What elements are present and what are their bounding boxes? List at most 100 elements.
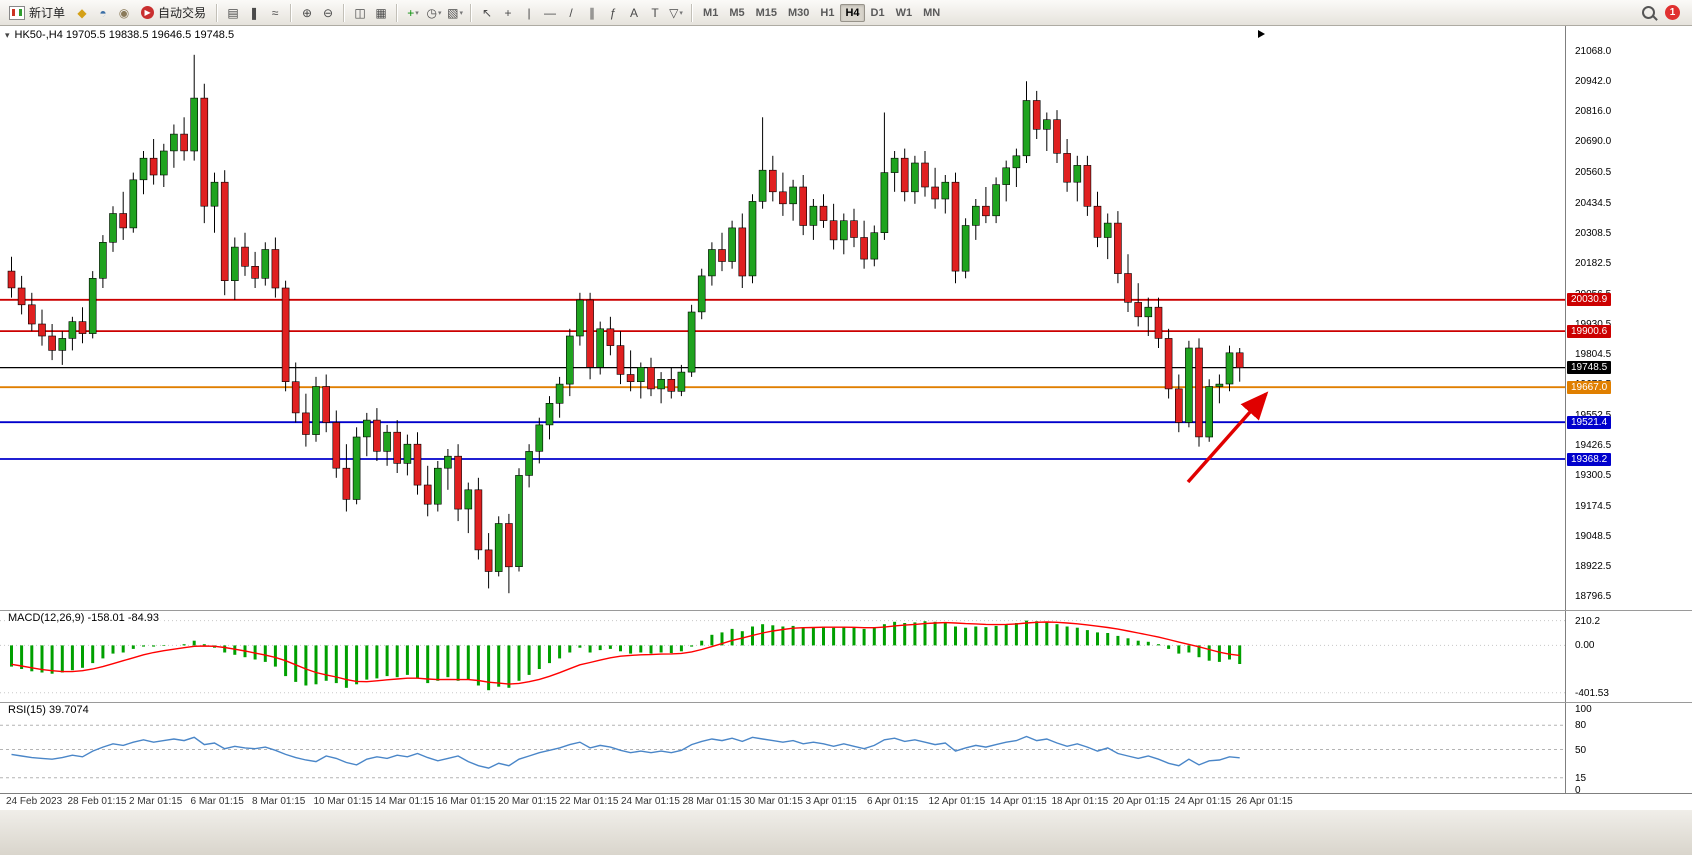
- timeframe-m15[interactable]: M15: [755, 6, 777, 19]
- auto-trading-label: 自动交易: [158, 6, 207, 20]
- crosshair-icon[interactable]: +: [504, 5, 512, 20]
- search-icon[interactable]: [1638, 3, 1658, 23]
- rsi-indicator-chart[interactable]: [0, 702, 1565, 793]
- macd-indicator-chart[interactable]: [0, 610, 1565, 702]
- hline-price-tag: 19368.2: [1567, 452, 1612, 466]
- panel-separator[interactable]: [0, 702, 1692, 703]
- price-axis-label: 20182.5: [1575, 258, 1612, 270]
- macd-axis-label: -401.53: [1575, 687, 1609, 699]
- dropdown-caret-icon: ▾: [459, 9, 463, 17]
- insert-group: + ▾ ◷ ▾ ▧ ▾: [403, 3, 465, 23]
- date-label: 22 Mar 01:15: [559, 796, 619, 807]
- date-label: 6 Apr 01:15: [867, 796, 919, 807]
- date-label: 16 Mar 01:15: [436, 796, 496, 807]
- date-label: 6 Mar 01:15: [190, 796, 244, 807]
- toolbar-separator: [396, 3, 399, 22]
- arrows-icon[interactable]: ▽ ▾: [669, 5, 683, 20]
- date-label: 30 Mar 01:15: [744, 796, 803, 807]
- window-group: ◫ ▦: [350, 3, 391, 23]
- macd-axis-label: 0.00: [1575, 640, 1595, 652]
- new-order-button[interactable]: 新订单: [4, 2, 70, 23]
- drawing-tools-group: ↖ + | — / ∥ ƒ A T ▽ ▾: [477, 3, 686, 23]
- chart-title: ▾ HK50-,H4 19705.5 19838.5 19646.5 19748…: [5, 29, 234, 41]
- timeframe-m1[interactable]: M1: [703, 6, 719, 19]
- fibonacci-icon[interactable]: ƒ: [609, 5, 617, 20]
- time-axis: 24 Feb 2023 28 Feb 01:15 2 Mar 01:15 6 Mar …: [0, 793, 1692, 810]
- tile-windows-icon[interactable]: ◫: [354, 5, 366, 20]
- timeframe-mn[interactable]: MN: [923, 6, 941, 19]
- toolbar-separator: [470, 3, 473, 22]
- zoom-in-icon[interactable]: ⊕: [302, 5, 313, 20]
- indicators-icon[interactable]: + ▾: [407, 5, 419, 20]
- line-chart-icon[interactable]: ≈: [271, 5, 279, 20]
- date-label: 8 Mar 01:15: [252, 796, 306, 807]
- hline-price-tag: 19667.0: [1567, 380, 1612, 394]
- horizontal-line-icon[interactable]: —: [544, 5, 557, 20]
- current-price-tag: 19748.5: [1567, 361, 1612, 375]
- new-order-label: 新订单: [29, 6, 66, 20]
- timeframe-m30[interactable]: M30: [788, 6, 810, 19]
- hline-price-tag: 19521.4: [1567, 415, 1612, 429]
- timeframe-m5[interactable]: M5: [729, 6, 745, 19]
- date-label: 12 Apr 01:15: [928, 796, 986, 807]
- macd-label: MACD(12,26,9) -158.01 -84.93: [6, 612, 162, 624]
- auto-trading-button[interactable]: ▶ 自动交易: [136, 2, 211, 23]
- dropdown-caret-icon: ▾: [438, 9, 442, 17]
- price-axis-label: 20690.0: [1575, 136, 1612, 148]
- community-icon[interactable]: ◉: [118, 5, 130, 20]
- date-label: 24 Feb 2023: [6, 796, 63, 807]
- rsi-label: RSI(15) 39.7074: [6, 704, 91, 716]
- bar-chart-icon[interactable]: ▤: [227, 5, 239, 20]
- toolbar-separator: [691, 3, 694, 22]
- one-click-trading-collapse-icon[interactable]: ▾: [5, 29, 10, 40]
- hedge-icon[interactable]: ◆: [77, 5, 87, 20]
- price-axis: 21068.0 20942.0 20816.0 20690.0 20560.5 20434…: [1565, 26, 1692, 796]
- period-icon[interactable]: ◷ ▾: [426, 5, 442, 20]
- arrange-windows-icon[interactable]: ▦: [375, 5, 387, 20]
- candlestick-chart-icon[interactable]: ❚: [249, 5, 260, 20]
- dropdown-caret-icon: ▾: [415, 9, 419, 17]
- price-axis-label: 21068.0: [1575, 45, 1612, 57]
- templates-icon[interactable]: ▧ ▾: [447, 5, 463, 20]
- hline-price-tag: 20030.9: [1567, 293, 1612, 307]
- toolbar-separator: [343, 3, 346, 22]
- price-axis-label: 20308.5: [1575, 228, 1612, 240]
- window-bottom-strip: [0, 809, 1692, 855]
- date-label: 18 Apr 01:15: [1051, 796, 1109, 807]
- price-axis-label: 19174.5: [1575, 500, 1612, 512]
- cursor-icon[interactable]: ↖: [482, 5, 493, 20]
- chart-window[interactable]: ▾ HK50-,H4 19705.5 19838.5 19646.5 19748…: [0, 26, 1692, 855]
- rsi-axis-label: 0: [1575, 785, 1581, 796]
- panel-separator[interactable]: [0, 610, 1692, 611]
- quick-icons-group: ◆ ◓ ◉: [72, 3, 134, 23]
- timeframe-d1[interactable]: D1: [870, 6, 885, 19]
- chart-type-group: ▤ ❚ ≈: [223, 3, 285, 23]
- rsi-axis-label: 100: [1575, 704, 1592, 715]
- zoom-out-icon[interactable]: ⊖: [323, 5, 334, 20]
- timeframes-group: M1 M5 M15 M30 H1 H4 D1 W1 MN: [698, 3, 945, 22]
- date-label: 26 Apr 01:15: [1236, 796, 1293, 807]
- text-icon[interactable]: A: [630, 5, 639, 20]
- date-label: 20 Mar 01:15: [498, 796, 557, 807]
- timeframe-h4[interactable]: H4: [840, 3, 865, 22]
- profile-icon[interactable]: ◓: [99, 5, 107, 20]
- rsi-axis-label: 50: [1575, 744, 1587, 756]
- vertical-line-icon[interactable]: |: [527, 5, 531, 20]
- timeframe-h1[interactable]: H1: [820, 6, 835, 19]
- autoscroll-marker-icon: [1258, 30, 1265, 38]
- candlestick-chart[interactable]: [0, 26, 1565, 610]
- price-axis-label: 19552.5: [1575, 410, 1611, 421]
- price-axis-label: 20560.5: [1575, 167, 1612, 179]
- channel-icon[interactable]: ∥: [589, 5, 596, 20]
- label-icon[interactable]: T: [651, 5, 659, 20]
- price-axis-label: 20816.0: [1575, 106, 1612, 118]
- date-label: 28 Feb 01:15: [67, 796, 127, 807]
- trendline-icon[interactable]: /: [569, 5, 573, 20]
- date-label: 14 Mar 01:15: [375, 796, 434, 807]
- notification-badge[interactable]: 1: [1665, 5, 1680, 20]
- date-label: 3 Apr 01:15: [805, 796, 857, 807]
- main-toolbar: 新订单 ◆ ◓ ◉ ▶ 自动交易 ▤ ❚ ≈ ⊕ ⊖ ◫ ▦ + ▾ ◷ ▾ ▧ ▾ ↖ + | — / ∥ ƒ A…: [0, 0, 1692, 26]
- price-axis-label: 18922.5: [1575, 561, 1612, 573]
- price-axis-label: 20942.0: [1575, 75, 1612, 87]
- timeframe-w1[interactable]: W1: [895, 6, 913, 19]
